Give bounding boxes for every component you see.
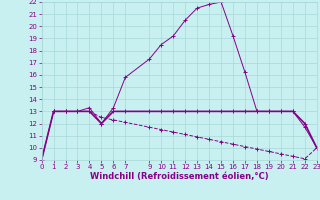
X-axis label: Windchill (Refroidissement éolien,°C): Windchill (Refroidissement éolien,°C): [90, 172, 268, 181]
